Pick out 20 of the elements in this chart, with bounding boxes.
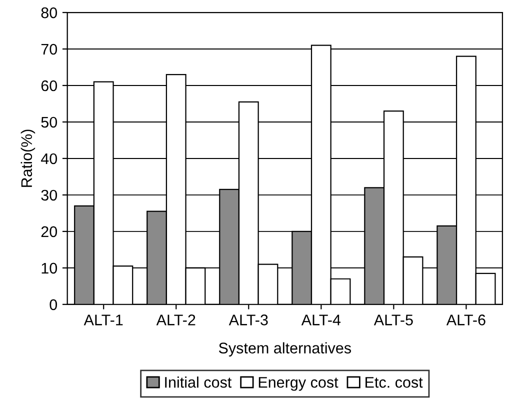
legend-label: Energy cost	[258, 377, 338, 391]
x-tick-label: ALT-1	[84, 314, 123, 326]
y-tick-label: 80	[41, 7, 58, 18]
legend-label: Etc. cost	[366, 377, 423, 388]
x-tick-label: ALT-6	[446, 314, 486, 326]
x-tick-label: ALT-3	[228, 314, 268, 326]
y-tick-label: 40	[40, 153, 58, 164]
y-axis-title: Ratio(%)	[20, 130, 36, 187]
x-axis-title: System alternatives	[218, 342, 352, 357]
y-tick-label: 50	[41, 116, 58, 128]
y-tick-label: 20	[41, 226, 58, 238]
y-tick-label: 0	[50, 299, 58, 310]
x-tick-label: ALT-2	[156, 314, 196, 326]
y-tick-label: 30	[41, 190, 58, 201]
x-tick-label: ALT-5	[374, 314, 413, 326]
x-tick-label: ALT-4	[301, 314, 341, 326]
y-tick-label: 70	[41, 44, 58, 55]
legend-label: Initial cost	[165, 376, 232, 388]
y-tick-label: 60	[41, 80, 58, 92]
y-tick-label: 10	[42, 262, 58, 274]
